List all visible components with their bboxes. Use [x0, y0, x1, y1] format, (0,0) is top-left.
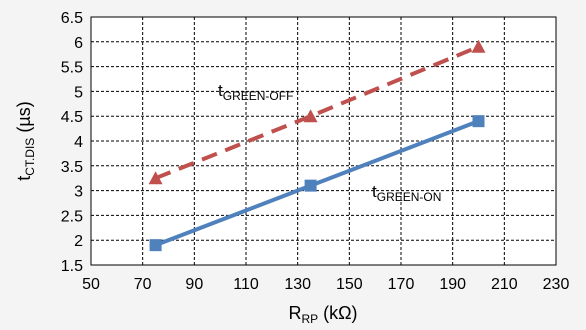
data-point-triangle: [303, 109, 318, 123]
grid-lines: [91, 17, 556, 265]
x-tick-label: 230: [543, 276, 570, 293]
data-point-triangle: [471, 39, 486, 53]
data-point-square: [149, 239, 162, 252]
x-tick-label: 70: [134, 276, 152, 293]
data-point-triangle: [148, 171, 163, 185]
data-point-square: [304, 179, 317, 192]
series-label-green-off: tGREEN-OFF: [218, 81, 293, 103]
x-tick-label: 130: [284, 276, 311, 293]
y-tick-label: 4: [74, 134, 83, 151]
y-tick-label: 3.5: [61, 159, 83, 176]
y-tick-label: 2: [74, 233, 83, 250]
x-tick-label: 90: [185, 276, 203, 293]
data-point-square: [472, 115, 485, 128]
x-tick-label: 190: [439, 276, 466, 293]
y-tick-label: 5: [74, 84, 83, 101]
x-tick-labels: 50 70 90 110 130 150 170 190 210 230: [82, 276, 569, 293]
y-tick-label: 1.5: [61, 258, 83, 275]
y-tick-label: 2.5: [61, 208, 83, 225]
series-group: [148, 39, 486, 252]
x-tick-label: 150: [336, 276, 363, 293]
x-tick-label: 50: [82, 276, 100, 293]
series-line-green-off: [154, 44, 480, 181]
y-tick-labels: 1.5 2 2.5 3 3.5 4 4.5 5 5.5 6 6.5: [61, 10, 83, 275]
x-tick-label: 170: [388, 276, 415, 293]
x-axis-label: RRP (kΩ): [288, 303, 357, 325]
y-tick-label: 4.5: [61, 109, 83, 126]
y-tick-label: 6: [74, 35, 83, 52]
y-axis-label: tCT.DIS (µs): [14, 101, 37, 180]
y-tick-label: 6.5: [61, 10, 83, 27]
y-tick-label: 5.5: [61, 60, 83, 77]
x-tick-label: 110: [233, 276, 259, 293]
x-tick-label: 210: [491, 276, 518, 293]
y-tick-label: 3: [74, 184, 83, 201]
series-label-green-on: tGREEN-ON: [372, 182, 441, 204]
